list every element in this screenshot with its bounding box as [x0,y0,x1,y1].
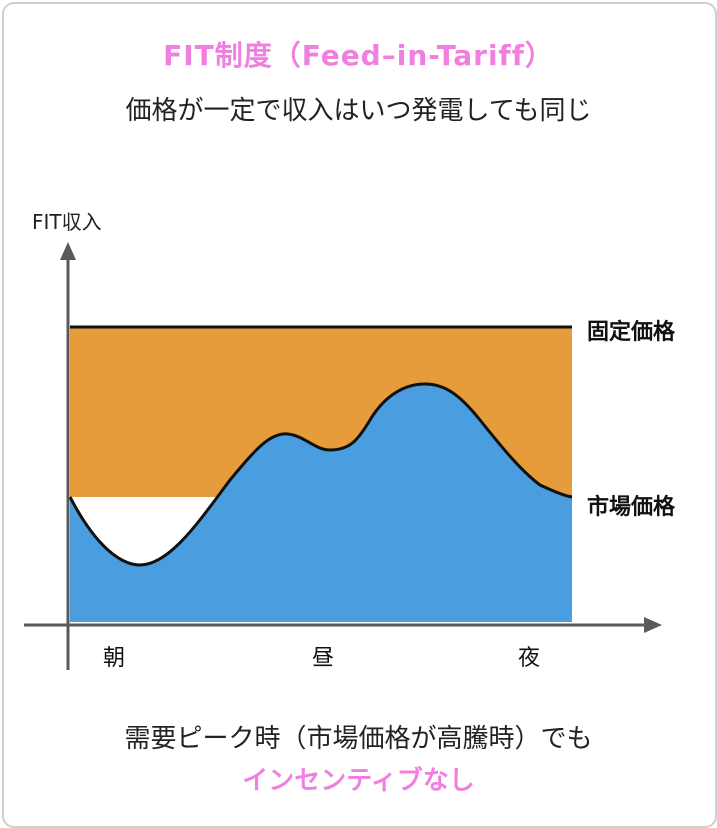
y-axis-arrow [60,242,76,260]
page-title: FIT制度（Feed–in-Tariff） [163,39,554,72]
x-tick-night: 夜 [518,646,541,671]
market-price-label: 市場価格 [587,495,676,520]
y-axis-label: FIT収入 [32,210,102,234]
footer-line-1: 需要ピーク時（市場価格が高騰時）でも [124,724,593,754]
page-subtitle: 価格が一定で収入はいつ発電しても同じ [125,96,592,126]
market-price-area [70,384,572,622]
x-tick-morning: 朝 [103,646,126,671]
x-tick-noon: 昼 [312,646,335,671]
footer-line-2: インセンティブなし [242,766,475,796]
market-price-line [68,382,573,567]
x-axis-arrow [644,617,662,633]
fixed-price-label: 固定価格 [587,320,676,345]
